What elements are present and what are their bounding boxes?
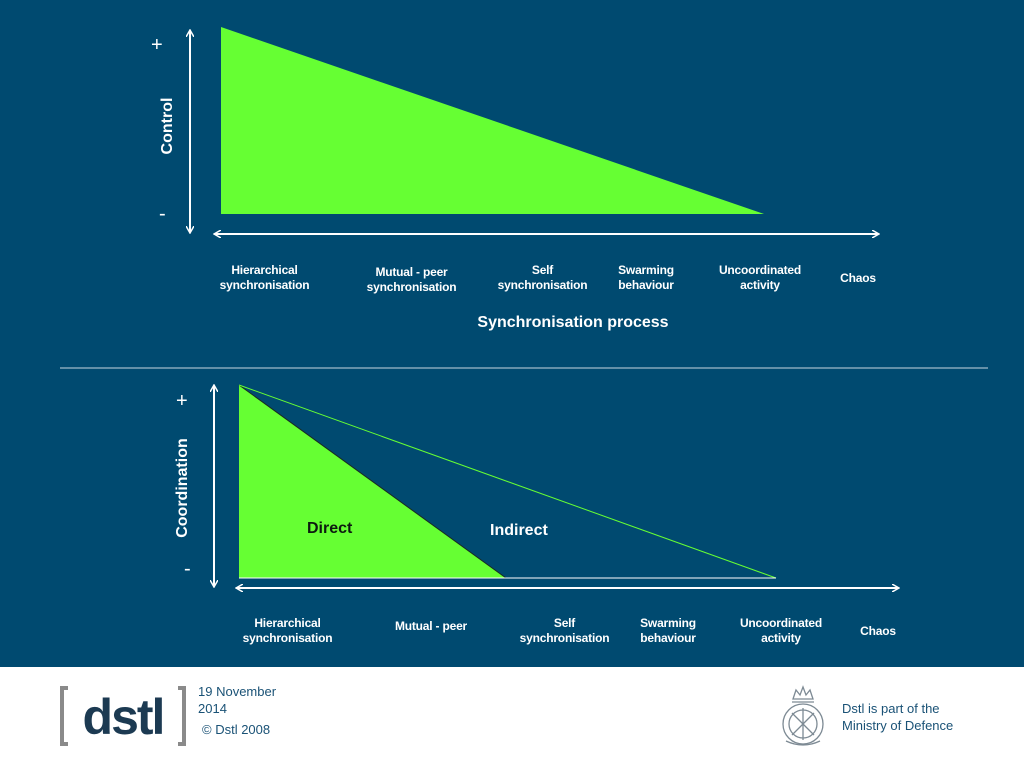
control-plus-sign: +: [151, 34, 163, 56]
direct-hypotenuse: [238, 384, 507, 579]
bottom-category-mutual-peer: Mutual - peer: [394, 619, 468, 633]
coordination-plus-sign: +: [176, 390, 188, 412]
top-category-swarming: Swarming behaviour: [618, 263, 674, 292]
bottom-category-hierarchical: Hierarchical synchronisation: [242, 616, 333, 645]
presentation-date: 19 November 2014: [198, 684, 277, 716]
top-category-chaos: Chaos: [840, 271, 876, 285]
svg-text:dstl: dstl: [83, 689, 164, 745]
bottom-category-swarming: Swarming behaviour: [640, 616, 696, 645]
control-axis-title: Control: [159, 97, 176, 155]
slide-background: + - Control Hierarchical synchronisation…: [0, 0, 1024, 667]
mod-affiliation-note: Dstl is part of the Ministry of Defence: [842, 701, 954, 733]
control-triangle: [221, 27, 764, 214]
indirect-hypotenuse: [238, 384, 777, 579]
dstl-logo: dstl: [60, 686, 186, 746]
coordination-minus-sign: -: [184, 558, 191, 580]
bottom-category-chaos: Chaos: [860, 624, 896, 638]
control-minus-sign: -: [159, 203, 166, 225]
indirect-region-label: Indirect: [490, 522, 548, 539]
coordination-axis-title: Coordination: [174, 438, 191, 538]
top-category-self-sync: Self synchronisation: [497, 263, 588, 292]
diagram-canvas: [60, 27, 988, 667]
top-category-uncoordinated: Uncoordinated activity: [718, 263, 802, 292]
mod-crest-icon: [782, 685, 824, 746]
top-category-hierarchical: Hierarchical synchronisation: [219, 263, 310, 292]
synchronisation-axis-title: Synchronisation process: [477, 314, 669, 331]
bottom-category-uncoordinated: Uncoordinated activity: [739, 616, 823, 645]
footer: dstl 19 November 2014 © Dstl 2008 Dstl i…: [0, 667, 1024, 768]
direct-region-label: Direct: [307, 520, 353, 537]
top-category-mutual-peer: Mutual - peer synchronisation: [366, 265, 457, 294]
copyright-notice: © Dstl 2008: [202, 722, 271, 737]
bottom-category-self-sync: Self synchronisation: [519, 616, 610, 645]
